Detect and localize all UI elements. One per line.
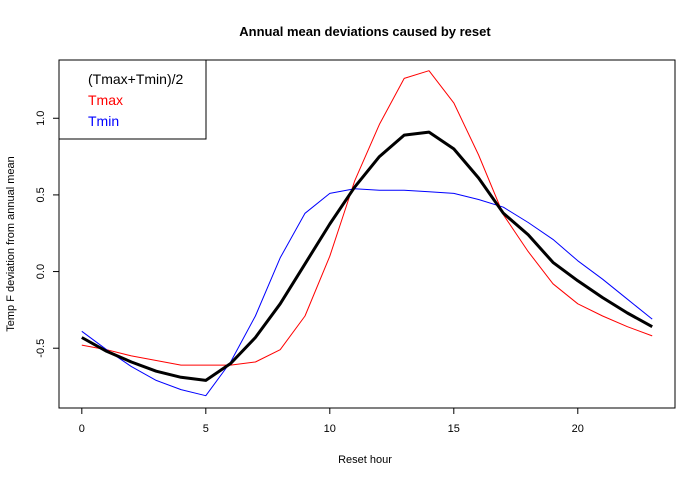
x-axis-label: Reset hour — [338, 454, 392, 466]
y-axis-label: Temp F deviation from annual mean — [5, 156, 17, 331]
series-line-tmax-tmin-2 — [81, 130, 653, 382]
x-tick-label: 20 — [572, 423, 584, 435]
legend-entry: Tmax — [88, 92, 123, 108]
x-axis: 0 5 10 15 20 — [79, 407, 584, 435]
x-tick-label: 15 — [448, 423, 460, 435]
x-tick-label: 5 — [203, 423, 209, 435]
chart-title: Annual mean deviations caused by reset — [239, 24, 491, 39]
legend-entry: Tmin — [88, 113, 119, 129]
series-line-tmax — [81, 70, 653, 366]
y-tick-label: -0.5 — [35, 339, 47, 358]
x-tick-label: 10 — [324, 423, 336, 435]
series-layer — [81, 70, 653, 397]
y-tick-label: 1.0 — [35, 111, 47, 126]
legend-box — [58, 59, 207, 140]
y-axis: -0.5 0.0 0.5 1.0 — [35, 111, 60, 358]
x-tick-label: 0 — [79, 423, 85, 435]
series-line-tmin — [81, 188, 653, 397]
y-tick-label: 0.5 — [35, 187, 47, 202]
legend-entry: (Tmax+Tmin)/2 — [88, 71, 184, 87]
legend: (Tmax+Tmin)/2 Tmax Tmin — [58, 59, 207, 140]
y-tick-label: 0.0 — [35, 264, 47, 279]
